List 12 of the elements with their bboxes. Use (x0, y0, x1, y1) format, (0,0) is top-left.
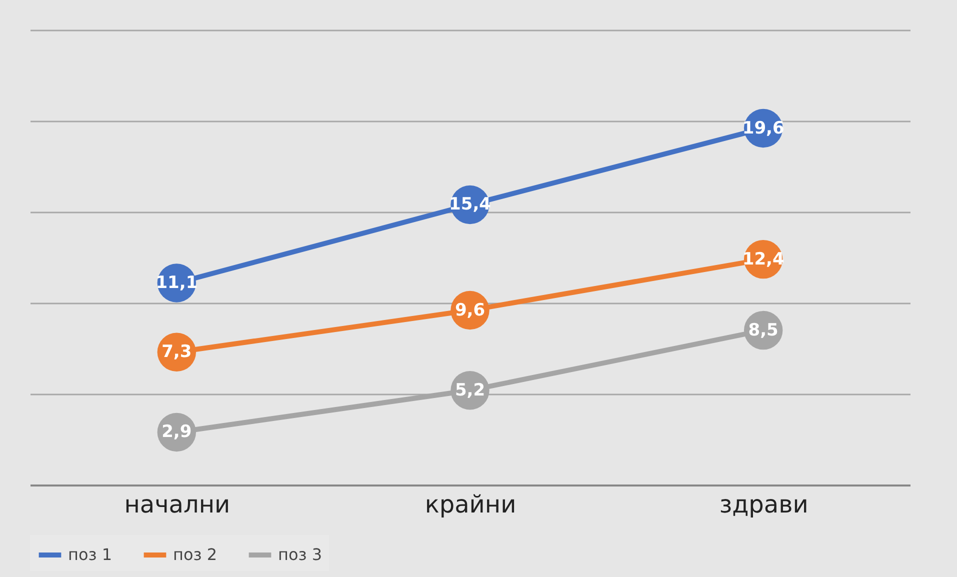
legend-label: поз 1 (68, 545, 112, 564)
data-label: 11,1 (156, 272, 198, 293)
x-tick-label: здрави (719, 490, 808, 518)
data-label: 2,9 (162, 422, 192, 442)
data-label: 9,6 (454, 300, 486, 320)
x-tick-label: крайни (424, 490, 516, 518)
data-label: 7,3 (162, 342, 192, 362)
data-label: 8,5 (748, 320, 778, 340)
legend-label: поз 2 (173, 545, 218, 564)
legend-label: поз 3 (278, 545, 322, 564)
x-tick-label: начални (124, 490, 230, 518)
data-label: 5,2 (454, 380, 486, 400)
